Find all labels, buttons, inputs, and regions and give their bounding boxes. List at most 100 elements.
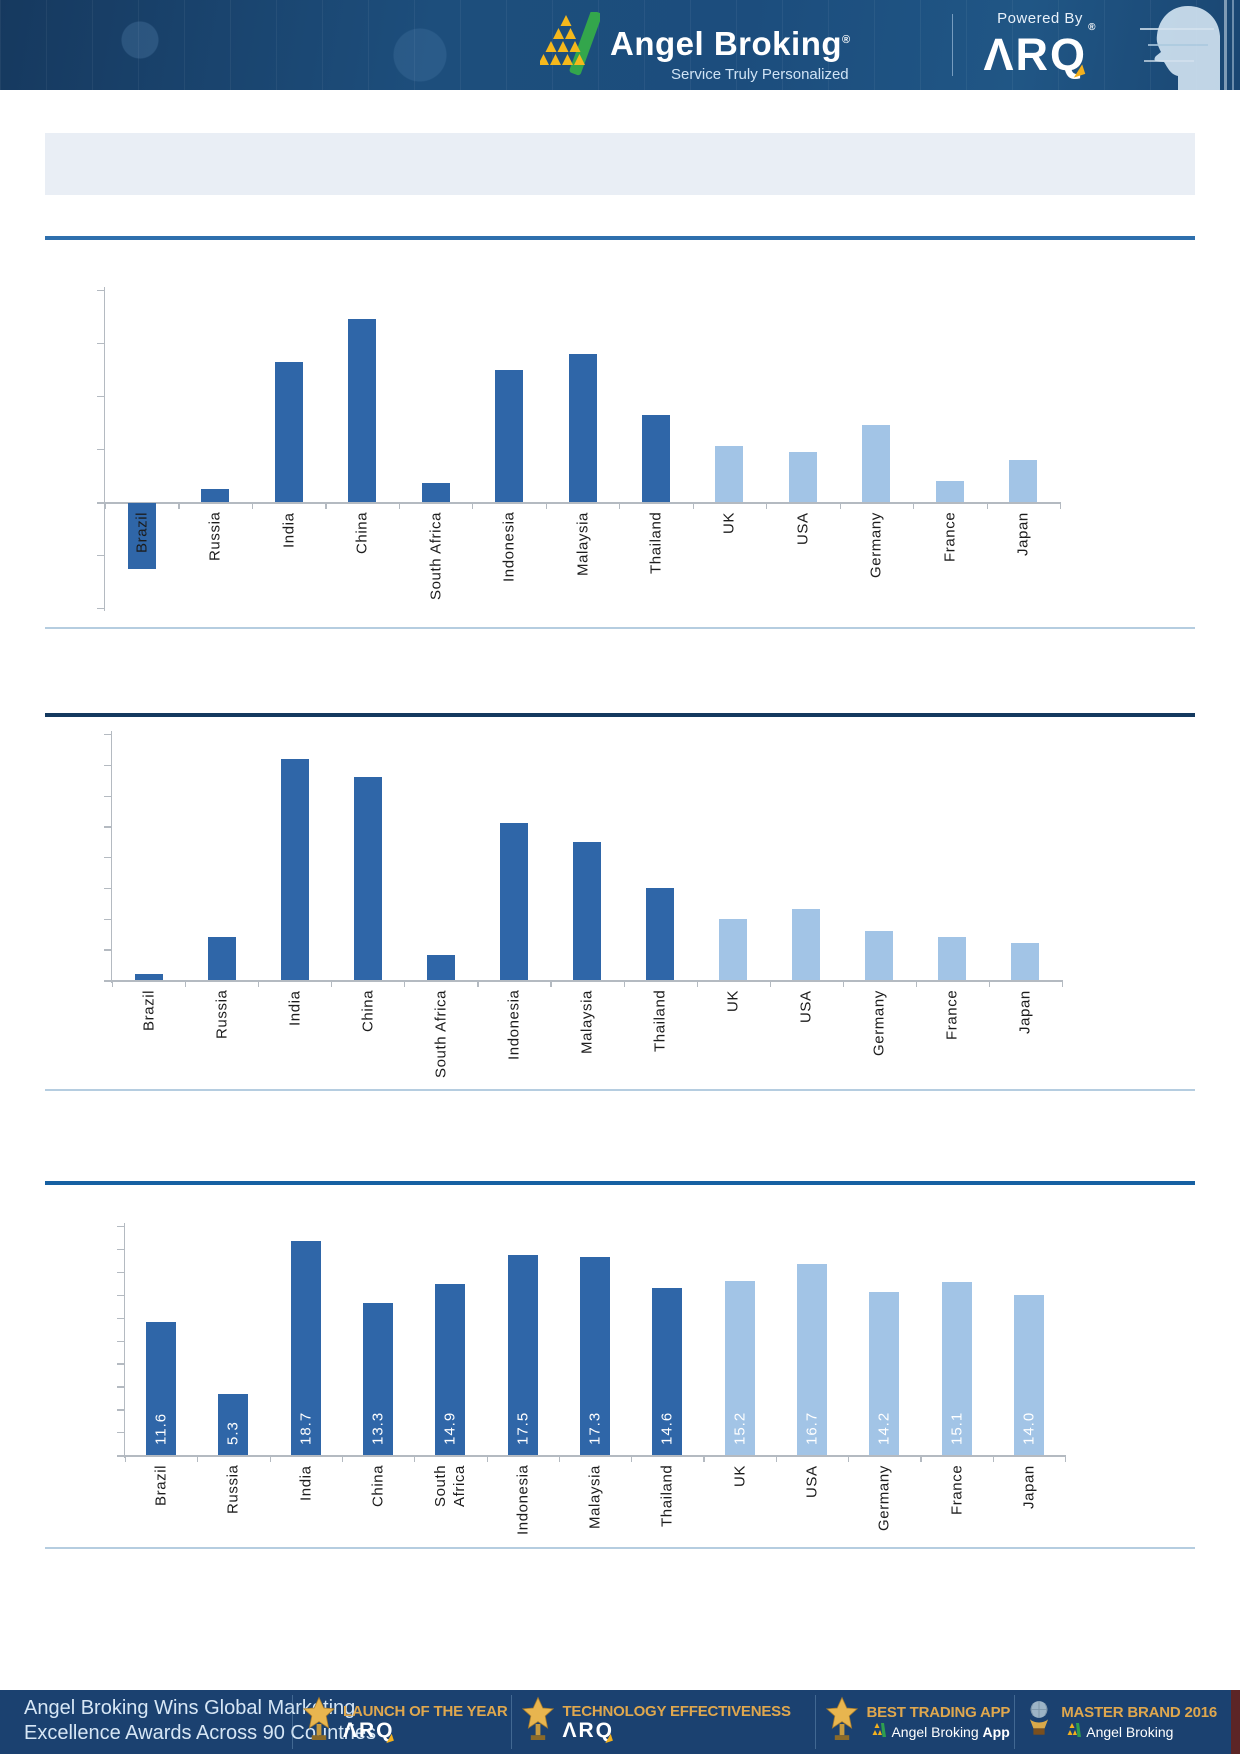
chart1-y-tick <box>97 608 104 610</box>
angel-broking-logo-icon <box>538 10 602 83</box>
category-label: Indonesia <box>500 512 518 583</box>
globe-trophy-icon <box>1025 1695 1053 1750</box>
footer-banner: Angel Broking Wins Global Marketing Exce… <box>0 1690 1240 1754</box>
header-divider <box>952 14 953 76</box>
chart2-x-tick <box>623 980 625 987</box>
chart2-x-tick <box>842 980 844 987</box>
footer-headline-line1: Angel Broking Wins Global Marketing <box>24 1697 356 1719</box>
section-rule-1 <box>45 236 1195 240</box>
chart2-y-tick <box>104 949 111 951</box>
category-label: India <box>297 1465 315 1501</box>
bar-japan <box>1011 943 1040 980</box>
category-label: UK <box>720 512 738 535</box>
section-divider-3 <box>45 1547 1195 1549</box>
bar-indonesia <box>495 369 524 502</box>
category-label: USA <box>794 512 812 545</box>
section-divider-2 <box>45 1089 1195 1091</box>
chart1-y-tick <box>97 555 104 557</box>
category-label: UK <box>731 1465 749 1488</box>
powered-by-label: Powered By <box>997 10 1083 27</box>
chart1-x-tick <box>325 502 327 509</box>
bar-value-label: 16.7 <box>803 1411 821 1445</box>
chart1-y-tick <box>97 396 104 398</box>
bar-uk <box>715 446 744 502</box>
chart2-x-tick <box>988 980 991 987</box>
chart2-x-tick <box>769 980 771 987</box>
bar-india <box>280 758 309 980</box>
bar-value-label: 15.2 <box>731 1411 749 1445</box>
chart1-x-tick <box>251 502 254 509</box>
chart2-x-tick <box>550 980 552 987</box>
chart2-y-tick <box>104 764 111 767</box>
award-arq-logo: ΛRQ <box>562 1718 614 1743</box>
bar-south-africa <box>435 1284 466 1455</box>
bar-malaysia <box>573 841 601 980</box>
bar-india <box>290 1240 321 1455</box>
chart1-x-tick <box>766 502 768 509</box>
bar-usa <box>792 909 821 980</box>
category-label: Malaysia <box>578 990 596 1054</box>
bar-value-label: 13.3 <box>369 1411 387 1445</box>
bar-germany <box>869 1292 900 1455</box>
category-label: China <box>359 990 377 1033</box>
chart3-y-tick <box>117 1317 124 1319</box>
brand-text: Angel Broking® Service Truly Personalize… <box>610 12 851 83</box>
bar-value-label: 14.2 <box>875 1411 893 1445</box>
bar-thailand <box>641 414 670 502</box>
bar-brazil <box>146 1322 177 1455</box>
category-label: Japan <box>1016 990 1034 1034</box>
chart2-x-tick <box>696 980 698 987</box>
chart1-y-tick <box>97 343 104 345</box>
category-label: Thailand <box>647 512 665 575</box>
bar-uk <box>724 1280 755 1455</box>
bar-uk <box>719 918 748 980</box>
chart1-x-axis <box>97 502 1060 504</box>
bar-usa <box>788 451 817 502</box>
bar-china <box>363 1302 394 1455</box>
chart3-x-tick <box>125 1455 127 1462</box>
chart2-x-tick <box>331 980 333 987</box>
category-label: South Africa <box>432 1465 469 1508</box>
chart2-x-tick <box>1062 980 1064 987</box>
bar-france <box>935 480 964 502</box>
bar-japan <box>1009 459 1038 502</box>
chart1-x-tick <box>692 502 694 509</box>
chart3-x-tick <box>558 1455 561 1462</box>
awards-strip: LAUNCH OF THE YEAR ΛRQ TECHNOLOGY EFFECTIV… <box>292 1690 1228 1754</box>
bar-china <box>353 777 382 980</box>
category-label: India <box>286 990 304 1026</box>
chart1-x-tick <box>619 502 621 509</box>
bar-value-label: 5.3 <box>224 1421 242 1445</box>
chart2-x-tick <box>404 980 406 987</box>
chart3-y-tick <box>117 1248 124 1251</box>
chart3-x-tick <box>631 1455 633 1462</box>
bar-indonesia <box>507 1254 538 1455</box>
bar-indonesia <box>499 823 528 980</box>
chart1-x-tick <box>178 502 180 509</box>
chart1-x-tick <box>472 502 474 509</box>
chart3-y-tick <box>117 1363 124 1365</box>
category-label: France <box>948 1465 966 1516</box>
category-label: USA <box>803 1465 821 1498</box>
chart1-y-axis <box>104 287 106 611</box>
category-label: South Africa <box>432 990 450 1079</box>
chart2-y-tick <box>104 918 111 920</box>
section-divider-1 <box>45 627 1195 629</box>
bar-thailand <box>646 887 675 980</box>
chart1-x-tick <box>105 502 107 509</box>
bar-usa <box>796 1263 827 1455</box>
bar-value-label: 14.6 <box>658 1411 676 1445</box>
brand-name: Angel Broking® <box>610 25 851 62</box>
award-badge-1: LAUNCH OF THE YEAR ΛRQ <box>292 1695 508 1749</box>
chart3-x-tick <box>920 1455 922 1462</box>
category-label: Brazil <box>133 512 151 554</box>
category-label: USA <box>797 990 815 1023</box>
category-label: South Africa <box>427 512 445 601</box>
chart1-y-tick <box>97 290 104 292</box>
chart2-x-axis <box>104 980 1062 982</box>
category-label: Indonesia <box>514 1465 532 1536</box>
title-banner <box>45 133 1195 195</box>
category-label: China <box>369 1465 387 1508</box>
chart3-x-tick <box>197 1455 199 1462</box>
